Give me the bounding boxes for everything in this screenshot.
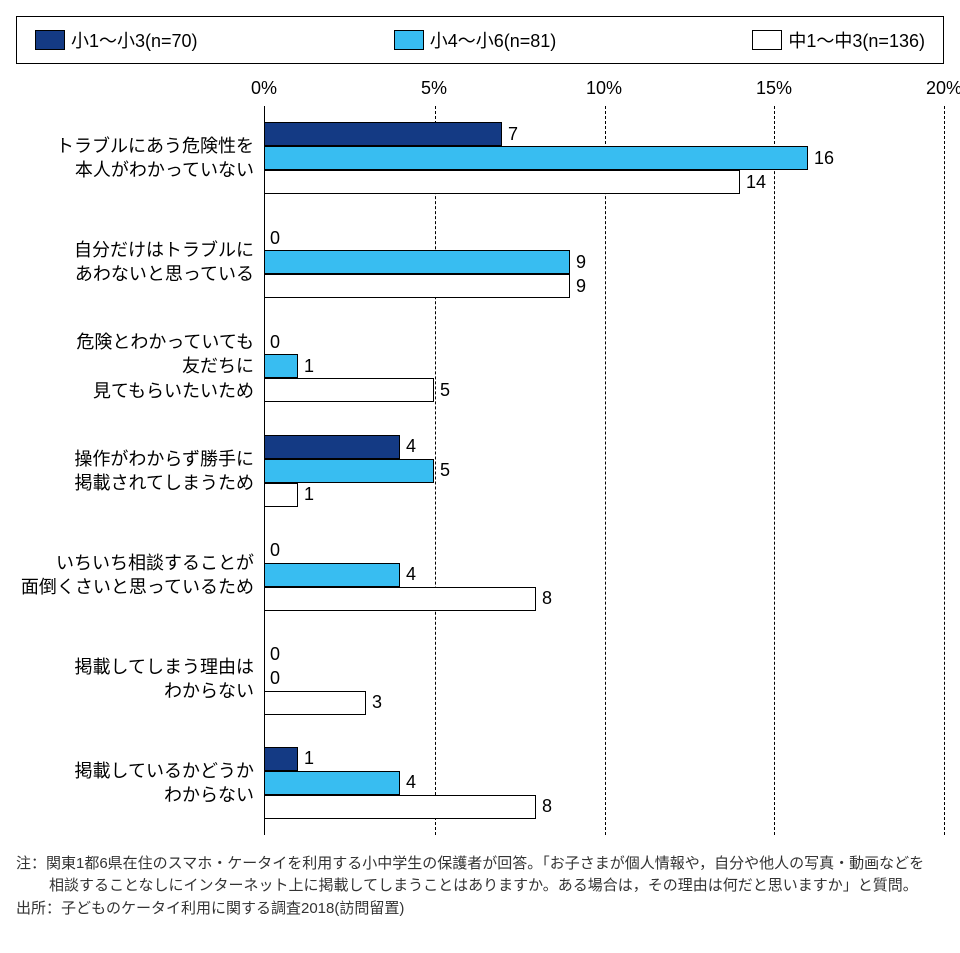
bar-value-label: 8 bbox=[542, 796, 552, 817]
x-tick-4: 20% bbox=[926, 78, 960, 99]
bar bbox=[264, 563, 400, 587]
bar-value-label: 7 bbox=[508, 124, 518, 145]
category-bars-4: 0 4 8 bbox=[264, 539, 944, 611]
bar-row: 1 bbox=[264, 354, 944, 378]
footnote-line-1: 注：関東1都6県在住のスマホ・ケータイを利用する小中学生の保護者が回答。「お子さ… bbox=[16, 853, 944, 876]
bar-value-label: 3 bbox=[372, 692, 382, 713]
bar bbox=[264, 274, 570, 298]
legend-swatch-2 bbox=[752, 30, 782, 50]
bar-value-label: 1 bbox=[304, 748, 314, 769]
bar-value-label: 1 bbox=[304, 484, 314, 505]
legend: 小1～小3(n=70) 小4～小6(n=81) 中1～中3(n=136) bbox=[16, 16, 944, 64]
bar-row: 16 bbox=[264, 146, 944, 170]
bar-row: 0 bbox=[264, 226, 944, 250]
footnote-line-3: 出所：子どものケータイ利用に関する調査2018(訪問留置) bbox=[16, 898, 944, 921]
bar bbox=[264, 250, 570, 274]
legend-item-1: 小4～小6(n=81) bbox=[394, 27, 557, 53]
category-bars-0: 7 16 14 bbox=[264, 122, 944, 194]
bar-row: 0 bbox=[264, 667, 944, 691]
bar-row: 4 bbox=[264, 563, 944, 587]
legend-label-2: 中1～中3(n=136) bbox=[788, 27, 925, 53]
bar-value-label: 4 bbox=[406, 772, 416, 793]
x-tick-0: 0% bbox=[251, 78, 277, 99]
chart-container: 小1～小3(n=70) 小4～小6(n=81) 中1～中3(n=136) 0% 5% 1… bbox=[16, 16, 944, 920]
legend-swatch-0 bbox=[35, 30, 65, 50]
bar-value-label: 0 bbox=[270, 332, 280, 353]
legend-item-0: 小1～小3(n=70) bbox=[35, 27, 198, 53]
bar-value-label: 0 bbox=[270, 668, 280, 689]
bar-row: 0 bbox=[264, 539, 944, 563]
bar bbox=[264, 771, 400, 795]
category-label-1: 自分だけはトラブルにあわないと思っている bbox=[16, 238, 264, 287]
bar-row: 5 bbox=[264, 378, 944, 402]
bar bbox=[264, 795, 536, 819]
bar-value-label: 4 bbox=[406, 436, 416, 457]
bar bbox=[264, 122, 502, 146]
category-bars-3: 4 5 1 bbox=[264, 435, 944, 507]
bar-row: 9 bbox=[264, 250, 944, 274]
bar bbox=[264, 459, 434, 483]
bar-row: 8 bbox=[264, 795, 944, 819]
x-tick-3: 15% bbox=[756, 78, 792, 99]
bar-row: 4 bbox=[264, 771, 944, 795]
x-tick-2: 10% bbox=[586, 78, 622, 99]
category-label-0: トラブルにあう危険性を本人がわかっていない bbox=[16, 134, 264, 183]
gridline bbox=[944, 106, 945, 835]
bar-row: 4 bbox=[264, 435, 944, 459]
bar-value-label: 1 bbox=[304, 356, 314, 377]
category-label-2: 危険とわかっていても友だちに見てもらいたいため bbox=[16, 330, 264, 403]
bar-value-label: 5 bbox=[440, 460, 450, 481]
footnote: 注：関東1都6県在住のスマホ・ケータイを利用する小中学生の保護者が回答。「お子さ… bbox=[16, 853, 944, 921]
bar bbox=[264, 691, 366, 715]
legend-swatch-1 bbox=[394, 30, 424, 50]
bar-row: 9 bbox=[264, 274, 944, 298]
bar bbox=[264, 483, 298, 507]
bar-value-label: 0 bbox=[270, 228, 280, 249]
bar-row: 7 bbox=[264, 122, 944, 146]
category-label-6: 掲載しているかどうかわからない bbox=[16, 759, 264, 808]
bar-value-label: 0 bbox=[270, 540, 280, 561]
bar-value-label: 16 bbox=[814, 148, 834, 169]
bar bbox=[264, 587, 536, 611]
bar-value-label: 9 bbox=[576, 276, 586, 297]
x-tick-1: 5% bbox=[421, 78, 447, 99]
legend-label-0: 小1～小3(n=70) bbox=[71, 27, 198, 53]
bar-row: 0 bbox=[264, 643, 944, 667]
bar-row: 3 bbox=[264, 691, 944, 715]
bar-value-label: 9 bbox=[576, 252, 586, 273]
category-bars-5: 0 0 3 bbox=[264, 643, 944, 715]
x-axis: 0%5%10%15%20% bbox=[16, 78, 944, 106]
bar-value-label: 8 bbox=[542, 588, 552, 609]
bar-value-label: 5 bbox=[440, 380, 450, 401]
plot-wrapper: トラブルにあう危険性を本人がわかっていない71614自分だけはトラブルにあわない… bbox=[16, 106, 944, 835]
bar-row: 8 bbox=[264, 587, 944, 611]
bar-value-label: 14 bbox=[746, 172, 766, 193]
legend-label-1: 小4～小6(n=81) bbox=[430, 27, 557, 53]
category-label-3: 操作がわからず勝手に掲載されてしまうため bbox=[16, 447, 264, 496]
category-label-4: いちいち相談することが面倒くさいと思っているため bbox=[16, 551, 264, 600]
category-bars-2: 0 1 5 bbox=[264, 330, 944, 402]
legend-item-2: 中1～中3(n=136) bbox=[752, 27, 925, 53]
footnote-line-2: 相談することなしにインターネット上に掲載してしまうことはありますか。ある場合は，… bbox=[16, 875, 944, 898]
bar-row: 0 bbox=[264, 330, 944, 354]
bar bbox=[264, 170, 740, 194]
bar bbox=[264, 354, 298, 378]
bar-row: 14 bbox=[264, 170, 944, 194]
category-bars-6: 1 4 8 bbox=[264, 747, 944, 819]
category-bars-1: 0 9 9 bbox=[264, 226, 944, 298]
bar bbox=[264, 378, 434, 402]
bar-row: 1 bbox=[264, 483, 944, 507]
bar bbox=[264, 146, 808, 170]
category-label-5: 掲載してしまう理由はわからない bbox=[16, 655, 264, 704]
bar-value-label: 0 bbox=[270, 644, 280, 665]
bar bbox=[264, 435, 400, 459]
bar-row: 1 bbox=[264, 747, 944, 771]
bar-row: 5 bbox=[264, 459, 944, 483]
bar-value-label: 4 bbox=[406, 564, 416, 585]
bar bbox=[264, 747, 298, 771]
